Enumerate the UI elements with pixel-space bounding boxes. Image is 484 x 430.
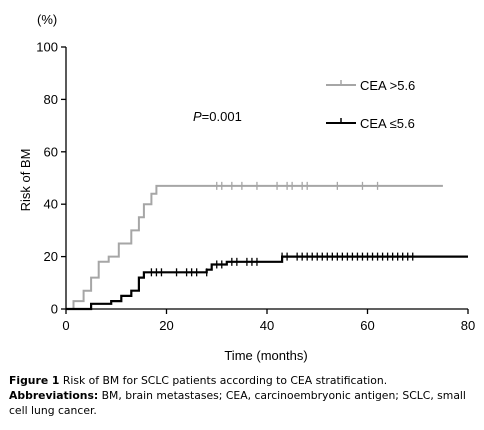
y-tick-label: 0 <box>51 302 58 317</box>
legend-label-cea-low: CEA ≤5.6 <box>360 116 415 131</box>
x-axis-label: Time (months) <box>224 348 307 363</box>
y-tick-label: 80 <box>44 92 58 107</box>
y-tick-label: 20 <box>44 249 58 264</box>
plot-area <box>66 181 468 311</box>
abbreviations-label: Abbreviations: <box>9 389 99 402</box>
km-chart: 0 20 40 60 80 100 0 20 40 60 80 CEA >5.6 CEA ≤5.6 (… <box>18 12 475 363</box>
series-line-cea-high <box>66 184 443 310</box>
abbreviations-line: Abbreviations: BM, brain metastases; CEA… <box>9 388 477 418</box>
y-tick-label: 60 <box>44 144 58 159</box>
p-value-annotation: P=0.001 <box>193 109 242 124</box>
y-tick-label: 100 <box>36 40 58 55</box>
y-unit-label: (%) <box>37 12 57 27</box>
figure-label: Figure 1 <box>9 374 60 387</box>
y-axis-label: Risk of BM <box>18 149 33 212</box>
figure-caption: Figure 1 Risk of BM for SCLC patients ac… <box>9 373 477 418</box>
x-tick-label: 60 <box>360 318 374 333</box>
axes: 0 20 40 60 80 100 0 20 40 60 80 <box>36 40 475 334</box>
figure-text: Risk of BM for SCLC patients according t… <box>62 374 388 387</box>
x-tick-label: 40 <box>260 318 274 333</box>
legend: CEA >5.6 CEA ≤5.6 <box>326 78 415 131</box>
x-tick-label: 20 <box>159 318 173 333</box>
legend-label-cea-high: CEA >5.6 <box>360 78 415 93</box>
x-tick-label: 80 <box>461 318 475 333</box>
y-tick-label: 40 <box>44 197 58 212</box>
figure-caption-line: Figure 1 Risk of BM for SCLC patients ac… <box>9 373 477 388</box>
abbreviations-text: BM, brain metastases; CEA, carcinoembryo… <box>9 389 466 417</box>
p-value-text: =0.001 <box>202 109 242 124</box>
p-value-letter: P <box>193 109 202 124</box>
series-line-cea-low <box>66 255 468 311</box>
x-tick-label: 0 <box>62 318 69 333</box>
